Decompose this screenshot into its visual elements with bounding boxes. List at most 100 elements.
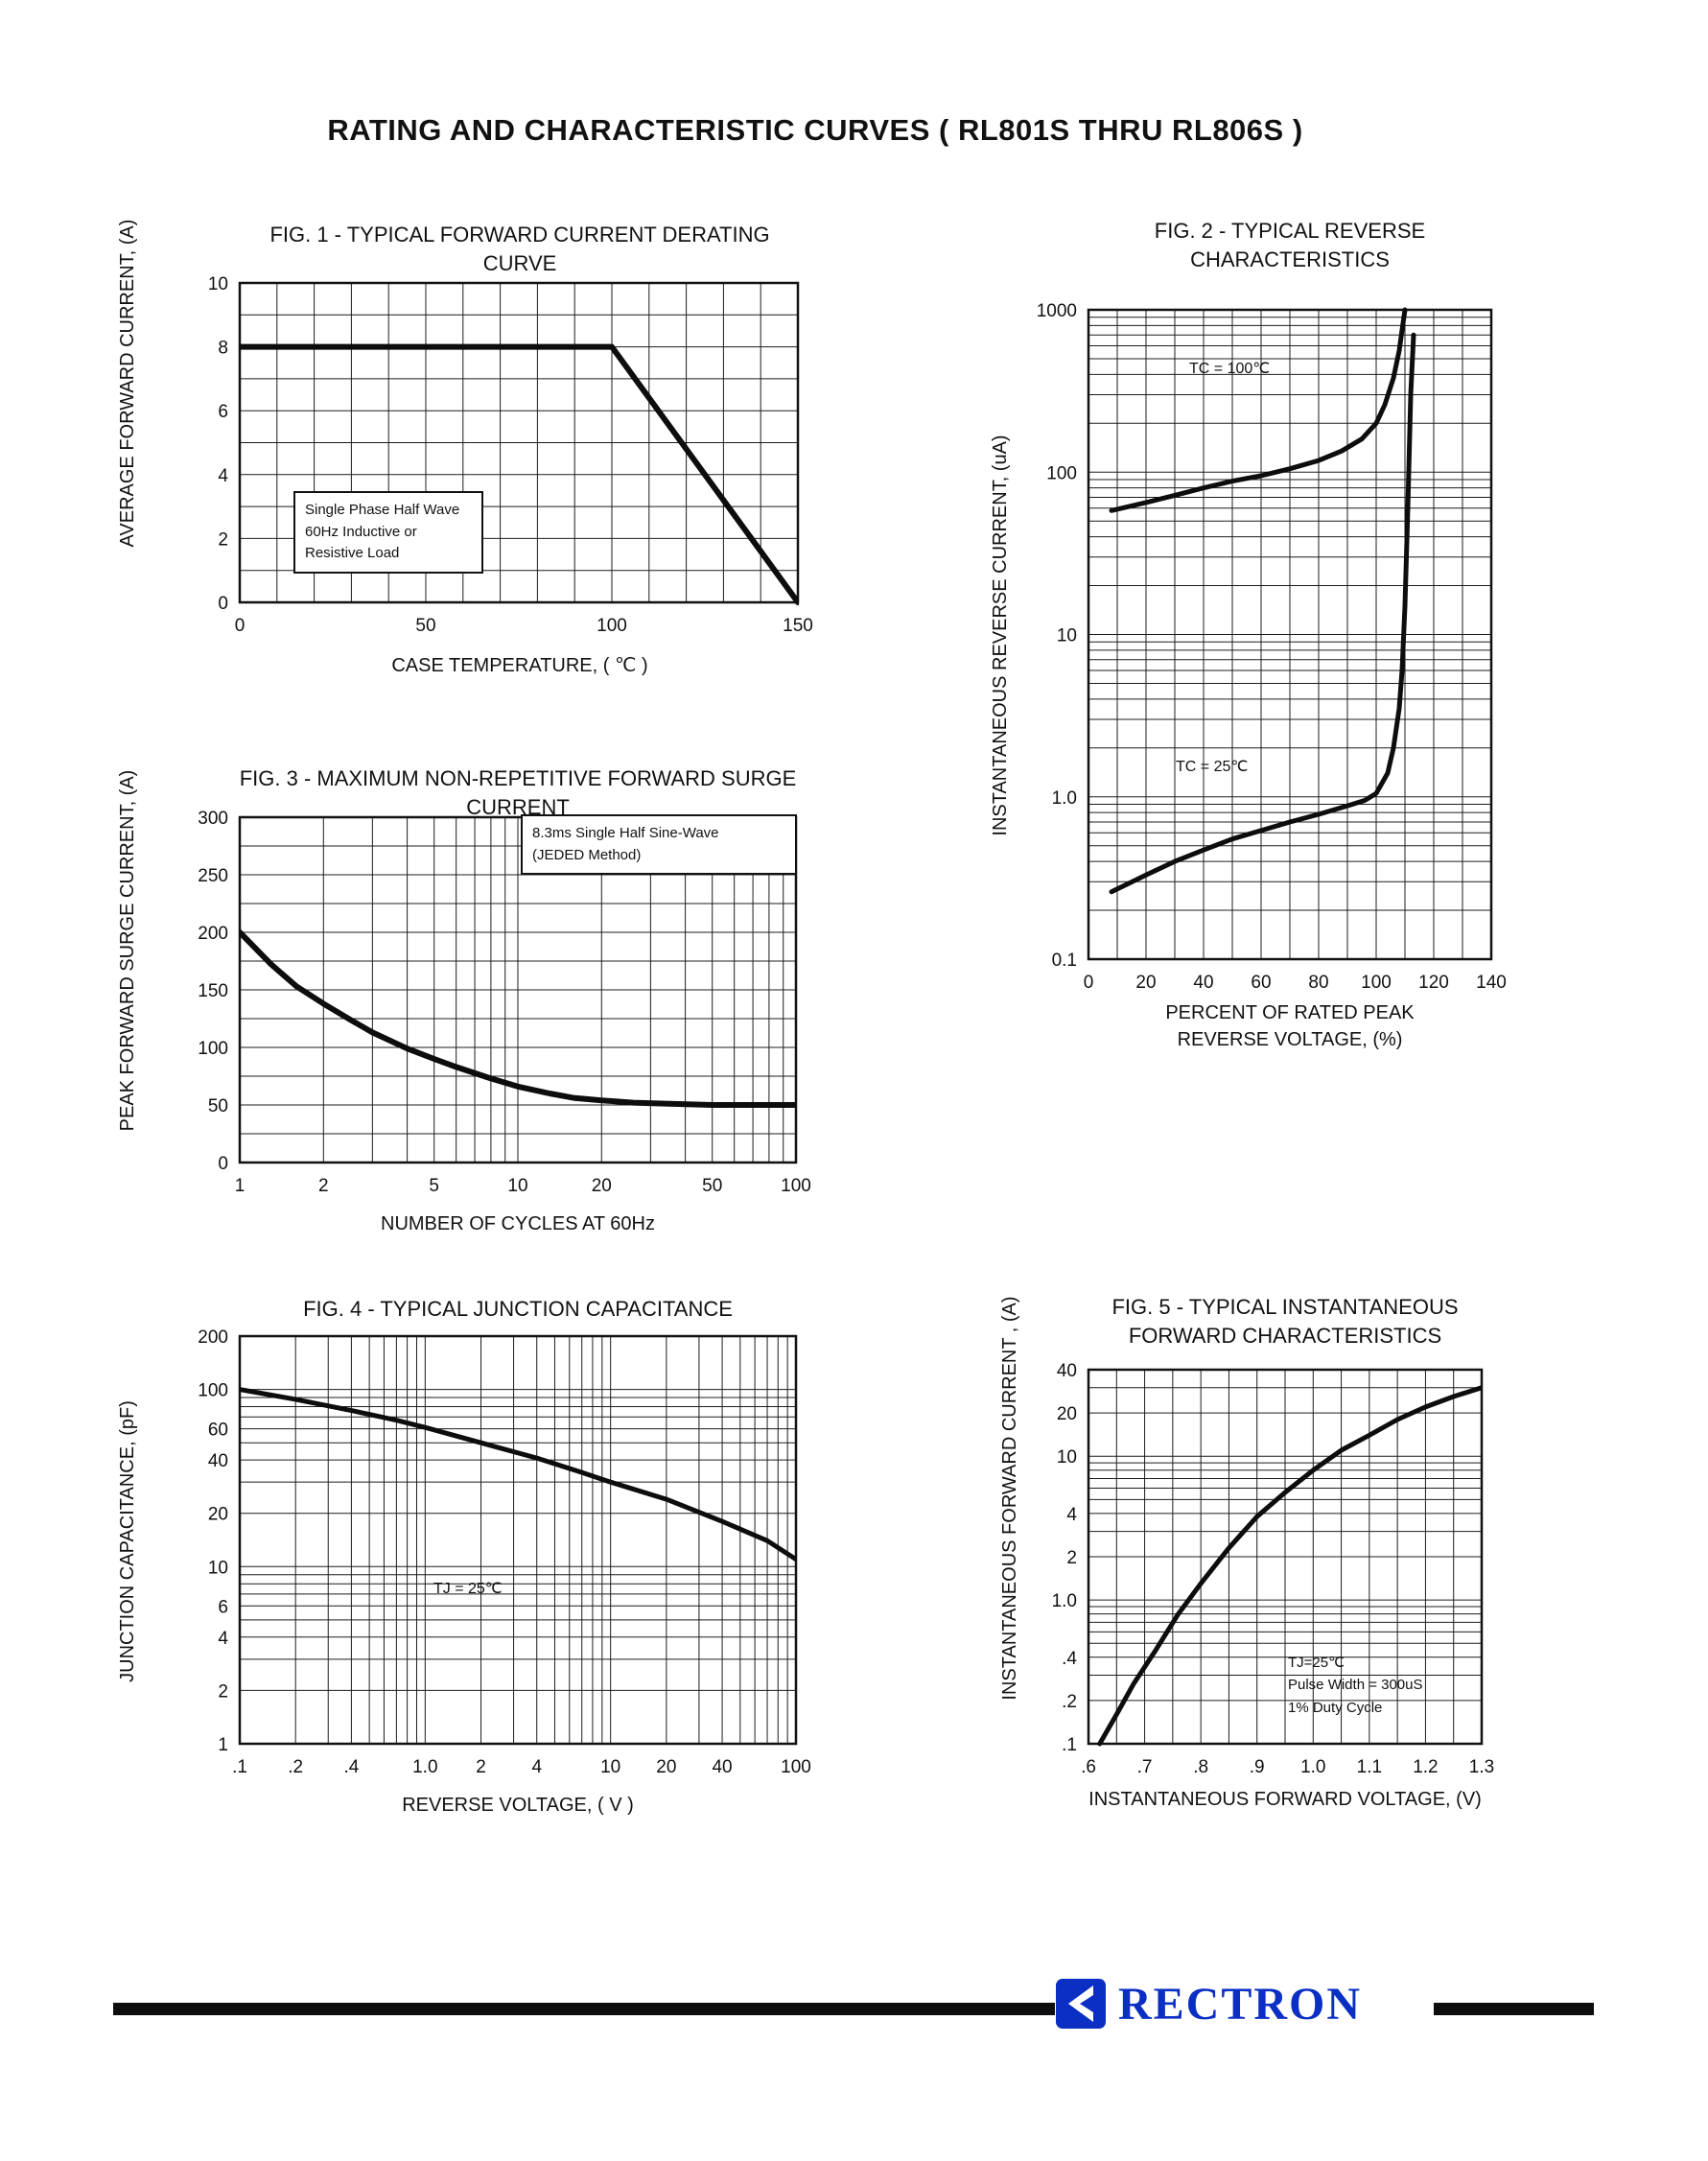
svg-text:120: 120 — [1418, 973, 1449, 993]
svg-text:.1: .1 — [1062, 1735, 1077, 1755]
svg-text:2: 2 — [218, 529, 228, 550]
fig1-y-axis-label: AVERAGE FORWARD CURRENT, (A) — [117, 219, 138, 548]
fig4-y-axis-label: JUNCTION CAPACITANCE, (pF) — [117, 1400, 138, 1682]
fig1-plot: 0 50 100 150 0 2 4 6 8 10 — [208, 274, 813, 636]
fig2-plot: 0 20 40 60 80 100 120 140 1000 100 10 1.0 0.1 — [1037, 301, 1507, 993]
svg-text:50: 50 — [208, 1096, 228, 1116]
svg-text:1000: 1000 — [1037, 301, 1077, 321]
svg-text:150: 150 — [198, 981, 228, 1001]
fig2-tc25-curve-label: TC = 25℃ — [1176, 759, 1249, 775]
fig2-y-axis-label: INSTANTANEOUS REVERSE CURRENT, (uA) — [990, 435, 1011, 836]
svg-text:8: 8 — [218, 339, 228, 359]
fig3-x-axis-label: NUMBER OF CYCLES AT 60Hz — [381, 1213, 655, 1234]
svg-text:40: 40 — [1057, 1361, 1077, 1381]
svg-text:.4: .4 — [1062, 1649, 1077, 1669]
svg-text:150: 150 — [783, 616, 813, 636]
svg-text:10: 10 — [507, 1176, 527, 1196]
svg-text:2: 2 — [318, 1176, 329, 1196]
svg-text:100: 100 — [781, 1176, 811, 1196]
fig4-title: FIG. 4 - TYPICAL JUNCTION CAPACITANCE — [303, 1297, 733, 1321]
svg-text:10: 10 — [208, 1558, 228, 1578]
svg-text:140: 140 — [1476, 973, 1507, 993]
fig1-x-axis-label: CASE TEMPERATURE, ( ℃ ) — [391, 655, 648, 676]
fig1-load-condition-note: Single Phase Half Wave 60Hz Inductive or… — [293, 491, 483, 574]
svg-text:50: 50 — [415, 616, 435, 636]
fig4-x-axis-label: REVERSE VOLTAGE, ( V ) — [402, 1795, 634, 1816]
rectron-logo: RECTRON — [1055, 1972, 1434, 2035]
svg-text:1: 1 — [218, 1735, 228, 1755]
svg-text:10: 10 — [1057, 626, 1077, 646]
svg-text:.8: .8 — [1193, 1757, 1208, 1777]
svg-text:.2: .2 — [1062, 1692, 1077, 1712]
svg-text:.7: .7 — [1137, 1757, 1153, 1777]
svg-text:100: 100 — [198, 1381, 228, 1401]
svg-text:80: 80 — [1308, 973, 1328, 993]
rectron-wordmark: RECTRON — [1118, 1978, 1363, 2030]
svg-text:1.0: 1.0 — [1300, 1757, 1325, 1777]
svg-text:1.0: 1.0 — [412, 1757, 437, 1777]
svg-text:1.3: 1.3 — [1469, 1757, 1494, 1777]
svg-text:40: 40 — [208, 1451, 228, 1471]
svg-text:.1: .1 — [232, 1757, 247, 1777]
svg-text:200: 200 — [198, 1327, 228, 1348]
svg-text:2: 2 — [218, 1681, 228, 1702]
fig3-surge-method-note: 8.3ms Single Half Sine-Wave (JEDED Metho… — [521, 814, 797, 875]
fig4-plot: .1 .2 .4 1.0 2 4 10 20 40 100 1 2 4 6 10 20 40 60 100 200 — [198, 1327, 811, 1777]
svg-text:20: 20 — [656, 1757, 676, 1777]
svg-text:200: 200 — [198, 924, 228, 944]
fig5-conditions-note: TJ=25℃ Pulse Width = 300uS 1% Duty Cycle — [1288, 1655, 1423, 1716]
svg-text:.4: .4 — [343, 1757, 359, 1777]
fig1-title: FIG. 1 - TYPICAL FORWARD CURRENT DERATIN… — [269, 223, 770, 275]
svg-text:6: 6 — [218, 402, 228, 422]
svg-text:1.1: 1.1 — [1357, 1757, 1382, 1777]
svg-text:0: 0 — [218, 1154, 228, 1174]
svg-text:1: 1 — [235, 1176, 246, 1196]
svg-text:.2: .2 — [288, 1757, 303, 1777]
svg-text:20: 20 — [592, 1176, 612, 1196]
svg-text:50: 50 — [702, 1176, 722, 1196]
page-title: RATING AND CHARACTERISTIC CURVES ( RL801… — [327, 113, 1303, 147]
svg-text:100: 100 — [597, 616, 627, 636]
fig2-title: FIG. 2 - TYPICAL REVERSE CHARACTERISTICS — [1154, 219, 1426, 271]
footer-rule-left — [113, 2003, 1063, 2015]
svg-text:4: 4 — [218, 466, 228, 486]
svg-text:4: 4 — [218, 1629, 228, 1649]
svg-text:.6: .6 — [1081, 1757, 1096, 1777]
fig5-plot: .6 .7 .8 .9 1.0 1.1 1.2 1.3 .1 .2 .4 1.0 2 4 10 20 40 — [1052, 1361, 1495, 1777]
fig5-x-axis-label: INSTANTANEOUS FORWARD VOLTAGE, (V) — [1088, 1789, 1482, 1810]
svg-text:1.0: 1.0 — [1052, 1591, 1077, 1611]
svg-text:100: 100 — [1361, 973, 1392, 993]
svg-text:250: 250 — [198, 866, 228, 886]
fig5-y-axis-label: INSTANTANEOUS FORWARD CURRENT , (A) — [999, 1296, 1020, 1701]
svg-text:20: 20 — [208, 1505, 228, 1525]
svg-text:0: 0 — [235, 616, 246, 636]
svg-text:60: 60 — [1251, 973, 1271, 993]
svg-text:1.0: 1.0 — [1052, 788, 1077, 809]
svg-text:5: 5 — [429, 1176, 439, 1196]
fig3-y-axis-label: PEAK FORWARD SURGE CURRENT, (A) — [117, 769, 138, 1132]
fig5-title: FIG. 5 - TYPICAL INSTANTANEOUS FORWARD C… — [1111, 1295, 1459, 1348]
svg-text:.9: .9 — [1250, 1757, 1265, 1777]
svg-text:20: 20 — [1135, 973, 1156, 993]
svg-text:60: 60 — [208, 1421, 228, 1441]
fig4-tj-note: TJ = 25℃ — [433, 1581, 503, 1597]
svg-text:300: 300 — [198, 809, 228, 829]
svg-text:10: 10 — [1057, 1447, 1077, 1468]
svg-text:6: 6 — [218, 1597, 228, 1617]
fig2-x-axis-label: PERCENT OF RATED PEAK REVERSE VOLTAGE, (… — [1165, 1002, 1415, 1050]
fig3-title: FIG. 3 - MAXIMUM NON-REPETITIVE FORWARD … — [239, 766, 797, 819]
svg-text:2: 2 — [1066, 1548, 1077, 1568]
svg-text:100: 100 — [198, 1039, 228, 1059]
svg-text:2: 2 — [476, 1757, 486, 1777]
svg-text:40: 40 — [1193, 973, 1213, 993]
svg-text:20: 20 — [1057, 1404, 1077, 1424]
svg-text:4: 4 — [1066, 1505, 1077, 1525]
fig3-plot: 1 2 5 10 20 50 100 0 50 100 150 200 250 300 — [198, 809, 811, 1196]
svg-text:0: 0 — [1084, 973, 1094, 993]
svg-text:40: 40 — [712, 1757, 732, 1777]
svg-text:0.1: 0.1 — [1052, 951, 1077, 971]
footer-rule-right — [1434, 2003, 1594, 2015]
fig2-tc100-curve-label: TC = 100℃ — [1189, 361, 1271, 377]
svg-text:10: 10 — [208, 274, 228, 294]
